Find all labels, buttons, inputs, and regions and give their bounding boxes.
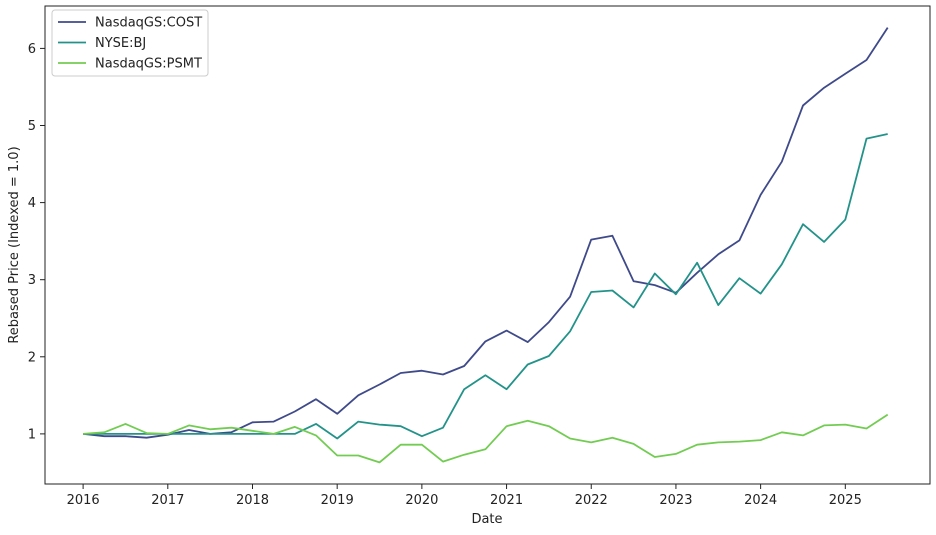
- x-axis: 2016 2017 2018 2019 2020 2021 2022 2023 2024 2025: [67, 484, 862, 508]
- plot-background: [45, 6, 930, 484]
- x-tick-label: 2018: [236, 493, 269, 508]
- legend-label-2: NasdaqGS:PSMT: [95, 57, 202, 72]
- y-axis: 1 2 3 4 5 6: [28, 42, 45, 442]
- y-axis-label: Rebased Price (Indexed = 1.0): [7, 146, 22, 343]
- y-tick-label: 3: [28, 273, 36, 288]
- legend-label-0: NasdaqGS:COST: [95, 16, 202, 31]
- x-tick-label: 2023: [659, 493, 692, 508]
- y-tick-label: 1: [28, 427, 36, 442]
- x-tick-label: 2016: [67, 493, 100, 508]
- x-tick-label: 2025: [829, 493, 862, 508]
- series-line-1: [83, 133, 888, 440]
- x-tick-label: 2021: [490, 493, 523, 508]
- legend-box: [51, 9, 209, 77]
- x-tick-label: 2017: [151, 493, 184, 508]
- x-tick-label: 2019: [321, 493, 354, 508]
- legend: NasdaqGS:COST NYSE:BJ NasdaqGS:PSMT: [51, 9, 209, 77]
- x-tick-label: 2022: [575, 493, 608, 508]
- y-tick-label: 6: [28, 42, 36, 57]
- y-tick-label: 5: [28, 119, 36, 134]
- series-line-2: [83, 413, 889, 464]
- y-tick-label: 2: [28, 350, 36, 365]
- series-layer: [83, 27, 889, 464]
- x-tick-label: 2024: [744, 493, 777, 508]
- x-tick-label: 2020: [405, 493, 438, 508]
- x-axis-label: Date: [471, 512, 502, 527]
- legend-label-1: NYSE:BJ: [95, 36, 146, 51]
- y-tick-label: 4: [28, 196, 36, 211]
- plot-frame: [44, 5, 931, 485]
